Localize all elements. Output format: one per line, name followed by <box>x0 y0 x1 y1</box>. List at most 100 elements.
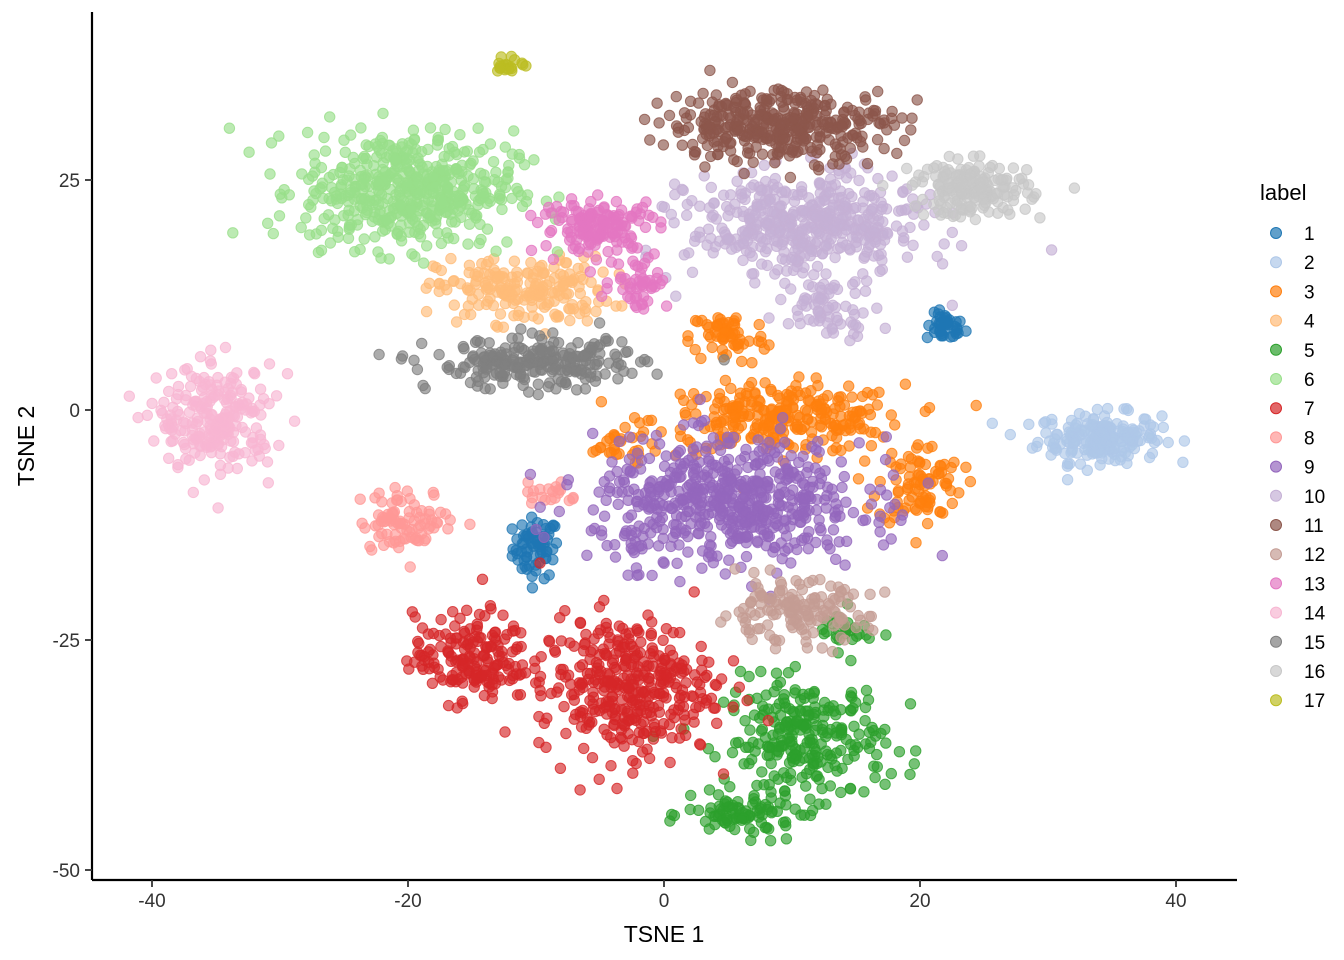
data-point <box>1143 451 1156 464</box>
data-point <box>831 311 843 323</box>
data-point <box>685 789 697 802</box>
data-point <box>879 723 891 736</box>
data-point <box>170 393 183 405</box>
data-point <box>532 378 544 390</box>
data-point <box>295 221 307 234</box>
data-point <box>935 466 948 479</box>
data-point <box>785 218 797 230</box>
data-point <box>612 357 624 370</box>
data-point <box>492 645 504 658</box>
data-point <box>627 755 639 767</box>
data-point <box>830 114 842 126</box>
data-point <box>288 415 301 427</box>
data-point <box>719 568 731 580</box>
data-point <box>401 485 413 497</box>
data-point <box>412 635 424 648</box>
data-point <box>727 655 740 667</box>
data-point <box>763 530 776 543</box>
data-point <box>858 252 870 264</box>
data-point <box>515 189 527 202</box>
data-point <box>1019 203 1031 215</box>
data-point <box>538 531 550 543</box>
data-point <box>450 316 463 328</box>
data-point <box>808 315 820 327</box>
data-point <box>861 275 873 287</box>
data-point <box>928 306 940 318</box>
data-point <box>315 244 328 257</box>
data-point <box>748 504 760 516</box>
data-point <box>601 539 613 552</box>
data-point <box>1156 410 1168 422</box>
data-point <box>796 225 808 237</box>
data-point <box>458 343 470 355</box>
data-point <box>785 613 797 626</box>
data-point <box>225 377 237 390</box>
data-point <box>806 245 818 258</box>
data-point <box>793 371 805 383</box>
data-point <box>358 233 370 245</box>
data-point <box>823 288 835 300</box>
data-point <box>681 209 693 222</box>
data-point <box>707 467 719 479</box>
data-point <box>587 427 599 440</box>
data-point <box>838 634 851 646</box>
data-point <box>343 170 355 182</box>
data-point <box>441 361 453 373</box>
data-point <box>776 239 788 251</box>
data-point <box>371 175 383 188</box>
data-point <box>600 494 612 506</box>
data-point <box>494 281 506 294</box>
data-point <box>454 129 466 141</box>
data-point <box>543 634 555 647</box>
data-point <box>458 181 470 193</box>
data-point <box>795 181 808 193</box>
data-point <box>540 240 552 252</box>
data-point <box>906 112 918 124</box>
data-point <box>738 758 750 770</box>
data-point <box>457 677 469 689</box>
data-point <box>623 431 636 443</box>
data-point <box>359 522 371 534</box>
data-point <box>873 117 885 129</box>
data-point <box>480 298 493 311</box>
data-point <box>666 808 678 821</box>
data-point <box>763 339 775 351</box>
data-point <box>840 535 853 547</box>
data-point <box>670 290 682 302</box>
data-point <box>839 150 851 163</box>
data-point <box>578 638 591 651</box>
data-point <box>775 293 787 306</box>
data-point <box>522 267 534 280</box>
data-point <box>1068 182 1081 194</box>
data-point <box>749 208 761 221</box>
data-point <box>457 697 469 710</box>
data-point <box>660 623 673 635</box>
data-point <box>624 466 636 478</box>
data-point <box>646 569 658 582</box>
data-point <box>223 122 236 134</box>
data-point <box>934 506 947 518</box>
data-point <box>480 363 492 375</box>
data-point <box>1080 436 1093 448</box>
data-point <box>123 390 136 402</box>
data-point <box>743 670 755 683</box>
data-point <box>744 724 756 736</box>
data-point <box>523 386 535 398</box>
data-point <box>967 150 980 162</box>
data-point <box>748 566 760 579</box>
data-point <box>808 269 820 281</box>
data-point <box>724 781 736 793</box>
data-point <box>572 262 584 275</box>
data-point <box>910 537 922 549</box>
data-point <box>502 166 514 178</box>
data-point <box>740 550 753 563</box>
data-point <box>1045 244 1058 256</box>
data-point <box>141 409 154 421</box>
data-point <box>807 627 819 639</box>
data-point <box>511 266 523 278</box>
data-point <box>865 426 877 438</box>
data-point <box>805 385 817 397</box>
data-point <box>838 470 850 483</box>
data-point <box>643 452 656 465</box>
data-point <box>273 439 285 452</box>
